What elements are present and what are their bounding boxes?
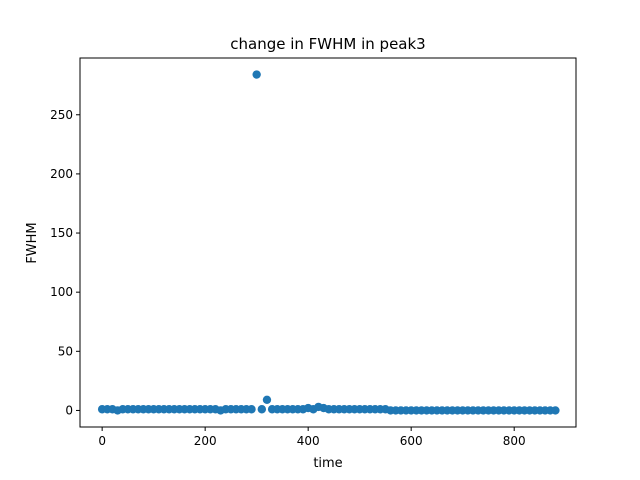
- x-tick-label: 400: [297, 434, 320, 448]
- plot-frame: [79, 57, 577, 428]
- y-tick-label: 250: [50, 108, 73, 122]
- data-point: [252, 70, 261, 79]
- chart-title: change in FWHM in peak3: [230, 35, 425, 53]
- data-point: [257, 405, 267, 414]
- x-axis: 0 200 400 600 800: [98, 427, 526, 448]
- x-axis-label: time: [313, 456, 342, 471]
- y-tick-label: 50: [58, 344, 73, 358]
- y-axis-label: FWHM: [25, 222, 40, 263]
- data-point: [262, 395, 272, 404]
- y-tick-label: 150: [50, 226, 73, 240]
- data-point: [247, 405, 256, 414]
- data-points: [97, 70, 560, 415]
- x-tick-label: 200: [194, 434, 217, 448]
- y-tick-label: 0: [65, 403, 73, 417]
- x-tick-label: 800: [503, 434, 526, 448]
- y-tick-label: 100: [50, 285, 73, 299]
- x-tick-label: 0: [98, 434, 106, 448]
- y-tick-label: 200: [50, 167, 73, 181]
- y-axis: 0 50 100 150 200 250: [50, 108, 80, 417]
- x-tick-label: 600: [400, 434, 423, 448]
- data-point: [551, 406, 560, 415]
